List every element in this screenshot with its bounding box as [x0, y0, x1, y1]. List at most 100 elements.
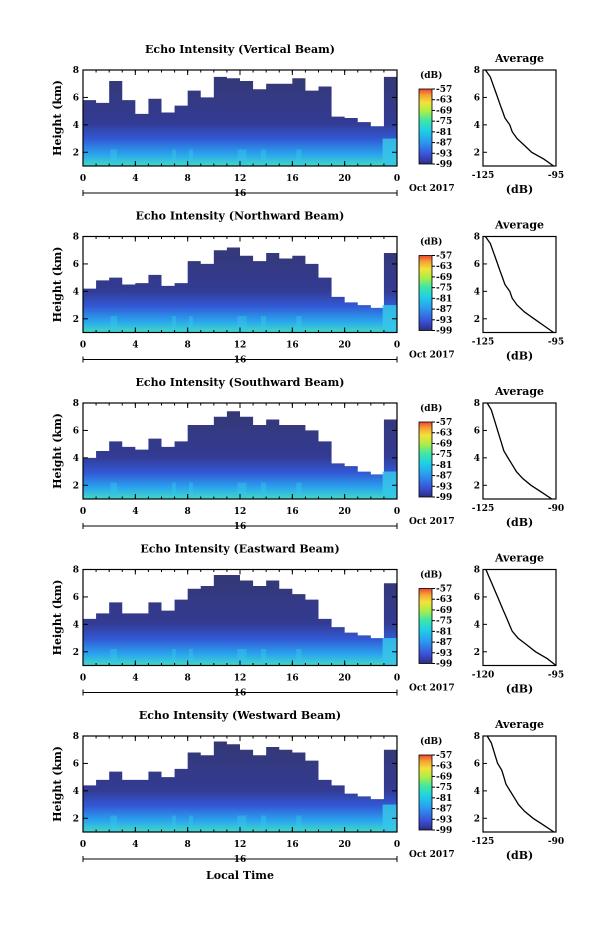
- colorbar-tick-label: -69: [436, 772, 452, 782]
- echo-column: [188, 316, 193, 333]
- echo-column: [382, 138, 397, 166]
- colorbar-tick-label: -63: [436, 762, 452, 772]
- y-axis-label: Height (km): [51, 413, 64, 489]
- average-x-tick-label: -125: [472, 504, 495, 514]
- colorbar-tick-label: -93: [436, 482, 452, 492]
- colorbar-tick-label: -63: [436, 262, 452, 272]
- colorbar-tick-label: -87: [436, 305, 452, 315]
- colorbar-tick-label: -69: [436, 106, 452, 116]
- colorbar-tick-label: -99: [436, 327, 452, 337]
- x-tick-label: 0: [394, 507, 400, 517]
- colorbar-tick-label: -99: [436, 160, 452, 170]
- y-tick-label: 8: [73, 566, 79, 576]
- chart-title: Echo Intensity (Southward Beam): [136, 376, 345, 389]
- echo-column: [188, 815, 193, 832]
- echo-region: [83, 572, 397, 666]
- y-tick-label: 8: [73, 66, 79, 76]
- colorbar-unit: (dB): [420, 736, 442, 747]
- month-label: Oct 2017: [409, 517, 455, 527]
- average-y-tick-label: 6: [474, 593, 480, 603]
- average-title: Average: [494, 385, 544, 398]
- y-tick-label: 4: [73, 121, 79, 131]
- echo-column: [296, 316, 302, 333]
- colorbar-tick-label: -87: [436, 638, 452, 648]
- colorbar-tick-label: -81: [436, 128, 452, 138]
- colorbar: [418, 88, 433, 165]
- average-profile-line: [486, 402, 553, 500]
- y-tick-label: 8: [73, 399, 79, 409]
- echo-column: [260, 316, 267, 333]
- average-title: Average: [494, 552, 544, 565]
- average-title: Average: [494, 718, 544, 731]
- x-tick-label: 0: [80, 341, 86, 351]
- y-tick-label: 6: [73, 593, 79, 603]
- y-axis-label: Height (km): [51, 247, 64, 323]
- echo-column: [260, 649, 267, 666]
- x-tick-label: 20: [338, 840, 351, 850]
- average-x-label: (dB): [506, 350, 533, 363]
- y-tick-label: 2: [73, 814, 79, 824]
- x-tick-label: 4: [132, 674, 138, 684]
- x-tick-label: 0: [394, 174, 400, 184]
- chart-title: Echo Intensity (Eastward Beam): [140, 543, 339, 556]
- average-y-tick-label: 6: [474, 426, 480, 436]
- echo-column: [260, 482, 267, 499]
- x-tick-label: 8: [185, 840, 191, 850]
- day-label: 16: [234, 189, 247, 199]
- echo-column: [110, 649, 118, 666]
- y-tick-label: 6: [73, 93, 79, 103]
- average-y-tick-label: 2: [474, 481, 480, 491]
- day-label: 16: [234, 689, 247, 699]
- echo-region: [83, 405, 397, 499]
- echo-column: [382, 471, 397, 499]
- colorbar-tick-label: -69: [436, 606, 452, 616]
- average-y-tick-label: 8: [474, 732, 480, 742]
- average-title: Average: [494, 52, 544, 65]
- colorbar-tick-label: -93: [436, 815, 452, 825]
- x-axis-label: Local Time: [206, 869, 274, 882]
- average-profile-line: [486, 735, 555, 833]
- average-x-tick-label: -125: [472, 338, 495, 348]
- x-tick-label: 16: [286, 174, 299, 184]
- average-y-tick-label: 2: [474, 648, 480, 658]
- panel-1: Echo Intensity (Vertical Beam) 8 6 4 2 Height…: [51, 43, 564, 199]
- echo-column: [171, 815, 176, 832]
- echo-column: [110, 482, 118, 499]
- echo-column: [171, 316, 176, 333]
- average-y-tick-label: 4: [474, 787, 480, 797]
- echo-column: [296, 482, 302, 499]
- average-x-tick-label: -95: [548, 338, 564, 348]
- average-y-tick-label: 8: [474, 566, 480, 576]
- colorbar-tick-label: -99: [436, 826, 452, 836]
- chart-title: Echo Intensity (Vertical Beam): [145, 43, 335, 56]
- colorbar-tick-label: -87: [436, 805, 452, 815]
- echo-column: [188, 482, 193, 499]
- x-tick-label: 8: [185, 341, 191, 351]
- colorbar-tick-label: -75: [436, 450, 452, 460]
- colorbar-tick-label: -81: [436, 461, 452, 471]
- colorbar: [418, 588, 433, 664]
- average-x-label: (dB): [506, 683, 533, 696]
- colorbar-tick-label: -69: [436, 439, 452, 449]
- average-profile-line: [484, 69, 554, 167]
- echo-column: [237, 316, 247, 333]
- colorbar-tick-label: -81: [436, 627, 452, 637]
- y-axis-label: Height (km): [51, 746, 64, 822]
- x-tick-label: 4: [132, 174, 138, 184]
- colorbar-unit: (dB): [420, 570, 442, 581]
- average-x-tick-label: -120: [472, 671, 495, 681]
- echo-column: [237, 815, 247, 832]
- average-x-tick-label: -125: [472, 837, 495, 847]
- y-tick-label: 4: [73, 454, 79, 464]
- echo-region: [83, 738, 397, 832]
- echo-region: [83, 70, 397, 166]
- average-frame: [482, 402, 557, 500]
- panel-4: Echo Intensity (Eastward Beam) 8 6 4 2 Height…: [51, 543, 564, 699]
- colorbar-tick-label: -87: [436, 472, 452, 482]
- x-tick-label: 20: [338, 674, 351, 684]
- colorbar-tick-label: -99: [436, 493, 452, 503]
- x-tick-label: 8: [185, 507, 191, 517]
- average-y-tick-label: 8: [474, 66, 480, 76]
- average-x-tick-label: -95: [548, 671, 564, 681]
- x-tick-label: 8: [185, 174, 191, 184]
